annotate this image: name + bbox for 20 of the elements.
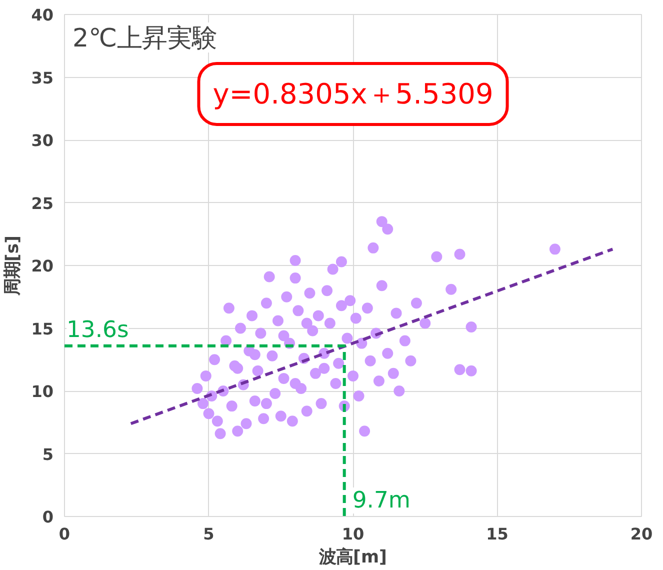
y-tick-label: 40 <box>31 6 54 24</box>
y-tick-label: 0 <box>42 508 54 526</box>
x-tick-label: 20 <box>630 524 653 544</box>
y-tick-label: 15 <box>31 319 54 338</box>
y-tick-label: 20 <box>31 256 54 276</box>
x-tick-label: 5 <box>203 524 214 544</box>
annotation: y=0.8305x＋5.5309 <box>212 78 494 110</box>
x-tick-label: 0 <box>58 524 70 544</box>
y-tick-label: 5 <box>42 444 54 464</box>
chart-title: 2℃上昇実験 <box>72 22 218 52</box>
x-tick-label: 15 <box>486 524 508 544</box>
y-tick-label: 10 <box>31 382 54 401</box>
y-tick-label: 25 <box>31 194 54 213</box>
annotation: 13.6s <box>66 316 129 343</box>
x-tick-label: 10 <box>342 524 364 544</box>
x-axis-title: 波高[m] <box>318 548 387 568</box>
y-axis-title: 周期[s] <box>3 235 24 297</box>
y-tick-label: 30 <box>31 131 54 150</box>
annotation: 9.7m <box>352 488 410 514</box>
y-tick-label: 35 <box>31 68 54 88</box>
